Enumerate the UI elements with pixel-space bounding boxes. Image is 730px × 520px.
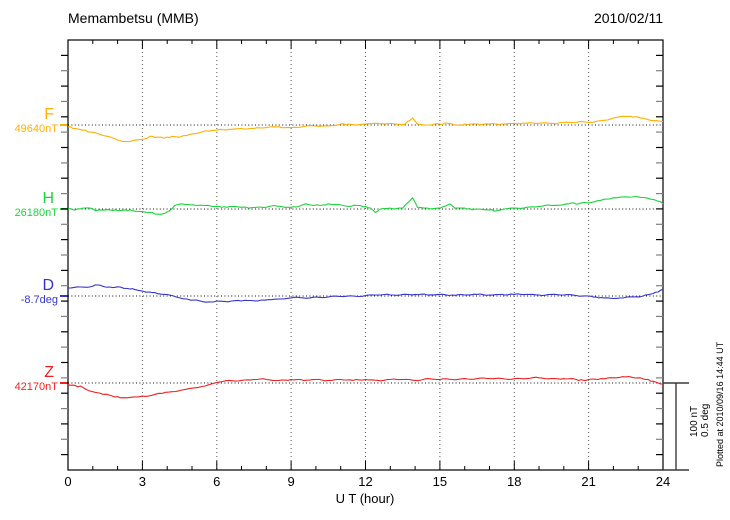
x-tick-label-15: 15 xyxy=(432,474,448,489)
trace-H xyxy=(67,195,664,215)
scale-bar-nt-label: 100 nT xyxy=(689,405,700,437)
series-baseline-value-Z: 42170nT xyxy=(14,381,58,393)
trace-Z xyxy=(67,375,664,399)
x-tick-label-21: 21 xyxy=(581,474,596,489)
station-title: Memambetsu (MMB) xyxy=(68,10,199,26)
series-letter-Z: Z xyxy=(44,364,54,381)
trace-F xyxy=(67,115,664,143)
x-tick-label-24: 24 xyxy=(655,474,671,489)
series-baseline-value-H: 26180nT xyxy=(14,207,58,219)
series-label-D: D -8.7deg xyxy=(0,277,62,307)
scale-bar-deg-label: 0.5 deg xyxy=(700,403,711,437)
plot-timestamp: Plotted at 2010/09/16 14:44 UT xyxy=(715,341,725,467)
x-tick-label-12: 12 xyxy=(358,474,373,489)
series-letter-H: H xyxy=(42,190,54,207)
trace-D xyxy=(67,284,664,303)
series-letter-F: F xyxy=(44,106,54,123)
series-baseline-value-F: 49640nT xyxy=(14,123,58,135)
scale-bar-labels: 100 nT 0.5 deg xyxy=(689,404,711,437)
x-tick-label-18: 18 xyxy=(507,474,522,489)
x-tick-label-9: 9 xyxy=(287,474,295,489)
series-baseline-value-D: -8.7deg xyxy=(20,294,58,306)
series-label-F: F 49640nT xyxy=(0,106,62,136)
x-tick-label-0: 0 xyxy=(64,474,72,489)
series-letter-D: D xyxy=(42,277,54,294)
x-tick-label-3: 3 xyxy=(138,474,146,489)
series-label-H: H 26180nT xyxy=(0,190,62,220)
plot-date: 2010/02/11 xyxy=(593,10,663,26)
series-label-Z: Z 42170nT xyxy=(0,364,62,394)
x-axis-title: U T (hour) xyxy=(335,491,395,506)
scale-bar xyxy=(663,382,689,471)
x-tick-label-6: 6 xyxy=(213,474,221,489)
